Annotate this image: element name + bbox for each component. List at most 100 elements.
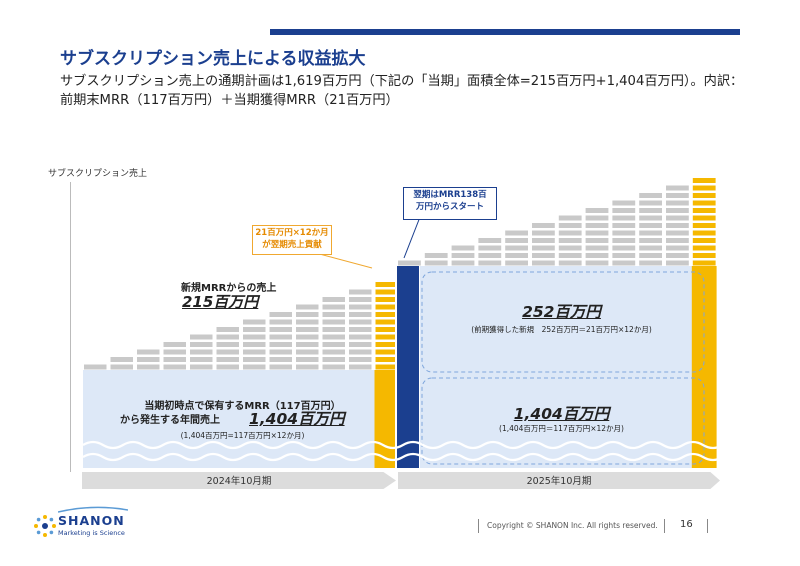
callout-blue-pointer <box>403 216 421 259</box>
revenue-bar <box>349 327 372 332</box>
revenue-bar <box>639 208 662 213</box>
y-axis-line <box>70 182 71 472</box>
revenue-bar <box>375 342 398 347</box>
held-mrr-label: 当期初時点で保有するMRR（117百万円） <box>144 401 341 412</box>
revenue-bar <box>322 357 345 362</box>
next-new-mrr-column-fill <box>691 266 717 468</box>
revenue-bar <box>639 260 662 266</box>
revenue-bar <box>639 193 662 198</box>
revenue-bar <box>137 349 160 355</box>
revenue-bar <box>666 193 689 198</box>
revenue-bar <box>375 282 398 287</box>
revenue-bar <box>269 342 292 347</box>
page-number: 16 <box>680 519 693 530</box>
revenue-bar <box>505 230 528 236</box>
footer-divider <box>478 519 479 533</box>
revenue-bar <box>243 334 266 340</box>
revenue-bar <box>137 364 160 370</box>
revenue-bar <box>375 349 398 355</box>
revenue-bar <box>296 349 319 355</box>
revenue-bar <box>692 230 716 236</box>
header-accent-bar <box>270 29 740 35</box>
revenue-bar <box>375 304 398 310</box>
revenue-bar <box>558 245 582 251</box>
footer-divider <box>664 519 665 533</box>
revenue-bar <box>322 334 345 340</box>
revenue-bar <box>110 364 133 370</box>
revenue-bar <box>612 230 636 236</box>
wave-line <box>82 440 724 450</box>
revenue-bar <box>375 289 398 295</box>
revenue-bar <box>190 342 213 347</box>
mrr-start-pillar <box>397 266 419 468</box>
revenue-bar <box>296 357 319 362</box>
revenue-bar <box>322 364 345 370</box>
revenue-bar <box>296 304 319 310</box>
revenue-bar <box>322 349 345 355</box>
revenue-bar <box>505 238 528 243</box>
revenue-bar <box>585 238 609 243</box>
revenue-bar <box>451 253 475 258</box>
next-held-revenue-value: 1,404百万円 <box>513 405 610 423</box>
logo-swoosh <box>58 506 128 513</box>
revenue-bar <box>639 253 662 258</box>
revenue-bar <box>296 334 319 340</box>
callout-next-year-contribution: 21百万円×12か月 が翌期売上貢献 <box>252 225 332 255</box>
revenue-bar <box>349 312 372 317</box>
revenue-bar <box>375 334 398 340</box>
revenue-bar <box>296 364 319 370</box>
revenue-bar <box>666 230 689 236</box>
revenue-bar <box>296 312 319 317</box>
revenue-bar <box>692 215 716 221</box>
revenue-bar <box>692 200 716 206</box>
revenue-bar <box>478 245 502 251</box>
revenue-bar <box>532 223 555 228</box>
revenue-bar <box>243 349 266 355</box>
logo-tagline: Marketing is Science <box>58 529 125 537</box>
revenue-bar <box>243 364 266 370</box>
revenue-bar <box>532 253 555 258</box>
revenue-bar <box>478 253 502 258</box>
revenue-bar <box>585 215 609 221</box>
revenue-bar <box>137 357 160 362</box>
revenue-bar <box>349 357 372 362</box>
revenue-bar <box>639 238 662 243</box>
revenue-bar <box>349 349 372 355</box>
revenue-bar <box>692 253 716 258</box>
new-mrr-column-fill <box>374 370 399 468</box>
revenue-bar <box>639 223 662 228</box>
revenue-bar <box>322 342 345 347</box>
revenue-bar <box>216 342 239 347</box>
revenue-bar <box>478 238 502 243</box>
revenue-bar <box>322 327 345 332</box>
revenue-bar <box>296 327 319 332</box>
revenue-bar <box>505 253 528 258</box>
copyright-text: Copyright © SHANON Inc. All rights reser… <box>487 521 658 530</box>
revenue-bar <box>666 223 689 228</box>
revenue-bar <box>558 253 582 258</box>
revenue-bar <box>612 260 636 266</box>
revenue-bar <box>558 260 582 266</box>
next-new-revenue-note: (前期獲得した新規 252百万円＝21百万円×12か月) <box>471 325 652 334</box>
revenue-bar <box>692 245 716 251</box>
revenue-bar <box>84 364 107 370</box>
next-held-revenue-note: (1,404百万円＝117百万円×12か月) <box>499 424 624 433</box>
page-subtitle: サブスクリプション売上の通期計画は1,619百万円（下記の「当期」面積全体=21… <box>60 74 744 108</box>
page-title: サブスクリプション売上による収益拡大 <box>60 49 366 69</box>
revenue-bar <box>639 230 662 236</box>
revenue-bar <box>349 304 372 310</box>
revenue-bar <box>666 208 689 213</box>
revenue-bar <box>666 185 689 191</box>
divider-gap <box>395 250 397 468</box>
revenue-bar <box>424 260 448 266</box>
revenue-bar <box>269 364 292 370</box>
revenue-bar <box>110 357 133 362</box>
period-label-next: 2025年10月期 <box>526 476 592 487</box>
revenue-bar <box>558 215 582 221</box>
revenue-bar <box>612 223 636 228</box>
revenue-bar <box>349 342 372 347</box>
period-arrow-current <box>82 472 396 489</box>
revenue-bar <box>269 312 292 317</box>
footer-divider <box>707 519 708 533</box>
